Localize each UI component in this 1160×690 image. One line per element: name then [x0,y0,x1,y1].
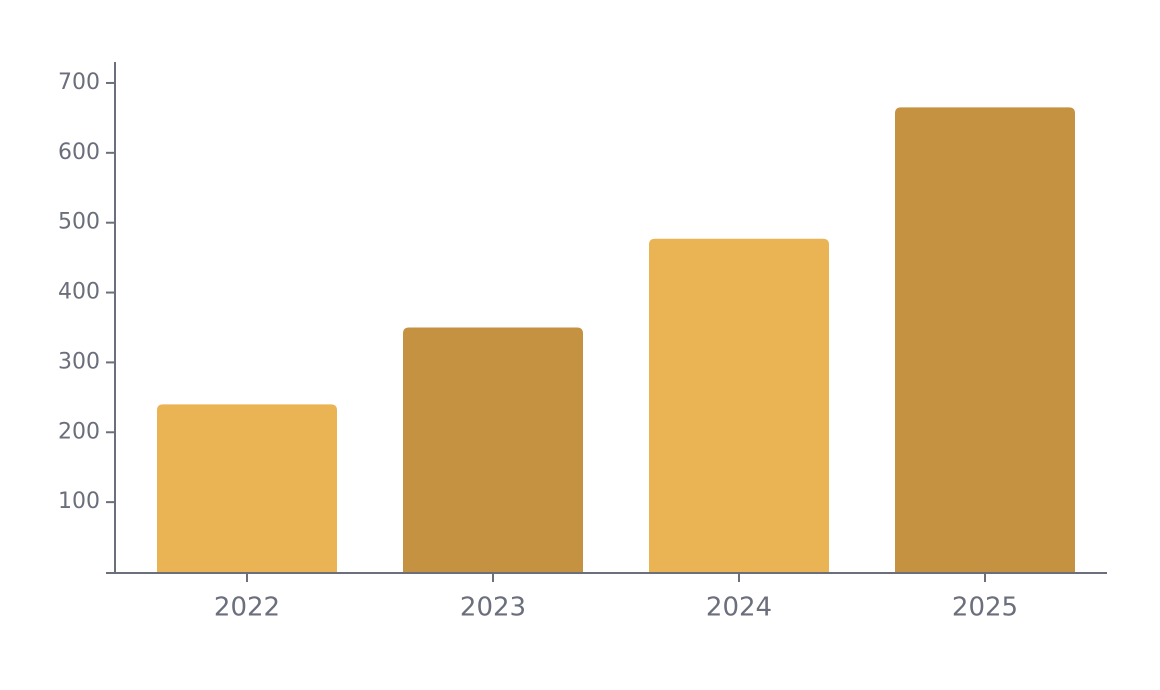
x-tick-label: 2022 [214,593,280,623]
bar [403,327,583,572]
y-tick-label: 100 [58,489,100,514]
y-tick-label: 200 [58,419,100,444]
y-tick-label: 700 [58,70,100,95]
x-tick-label: 2024 [706,593,772,623]
y-tick-label: 500 [58,210,100,235]
y-tick-label: 600 [58,140,100,165]
x-tick-label: 2023 [460,593,526,623]
y-tick-label: 400 [58,280,100,305]
bar [649,238,829,572]
x-tick-label: 2025 [952,593,1018,623]
y-tick-label: 300 [58,349,100,374]
bar [157,404,337,572]
bar [895,107,1075,573]
